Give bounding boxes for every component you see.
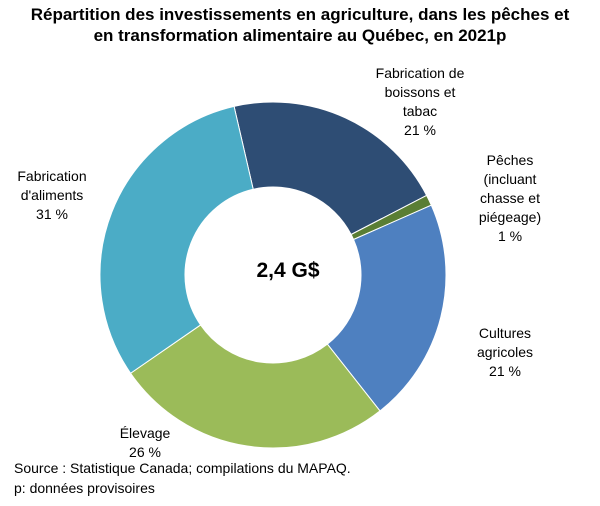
label-elevage: Élevage 26 % [95,424,195,462]
label-elevage-value: 26 % [129,444,161,460]
chart-title: Répartition des investissements en agric… [0,4,600,46]
label-cultures-line-2: agricoles [476,344,534,360]
label-peches-line-1: Pêches [486,152,534,168]
chart-title-line-1: Répartition des investissements en agric… [30,5,570,24]
label-fabrication-boissons-line-1: Fabrication de [375,65,465,81]
label-fabrication-aliments-line-1: Fabrication [17,168,87,184]
label-fabrication-boissons-line-3: tabac [402,103,438,119]
slice-fabrication-aliments [99,105,254,374]
label-fabrication-boissons: Fabrication de boissons et tabac 21 % [350,64,490,140]
label-fabrication-aliments-value: 31 % [36,206,68,222]
label-cultures-line-1: Cultures [478,325,532,341]
label-peches-line-4: piégeage) [478,209,542,225]
label-cultures-value: 21 % [489,363,521,379]
label-cultures-agricoles: Cultures agricoles 21 % [455,324,555,381]
label-peches: Pêches (incluant chasse et piégeage) 1 % [455,151,565,246]
label-fabrication-boissons-value: 21 % [404,122,436,138]
label-elevage-line-1: Élevage [119,425,171,441]
provisional-note: p: données provisoires [14,480,155,496]
donut-center-total: 2,4 G$ [256,259,320,282]
slice-cultures-agricoles [326,204,447,412]
label-peches-line-2: (incluant [483,171,537,187]
label-fabrication-aliments: Fabrication d'aliments 31 % [2,167,102,224]
label-peches-line-3: chasse et [480,190,540,206]
slice-fabrication-boissons [233,101,428,236]
source-note: Source : Statistique Canada; compilation… [14,460,351,476]
slice-elevage [129,324,381,449]
label-peches-value: 1 % [497,228,523,244]
chart-footer: Source : Statistique Canada; compilation… [14,458,351,498]
chart-title-line-2: en transformation alimentaire au Québec,… [93,26,507,45]
label-fabrication-boissons-line-2: boissons et [384,84,456,100]
label-fabrication-aliments-line-2: d'aliments [20,187,84,203]
